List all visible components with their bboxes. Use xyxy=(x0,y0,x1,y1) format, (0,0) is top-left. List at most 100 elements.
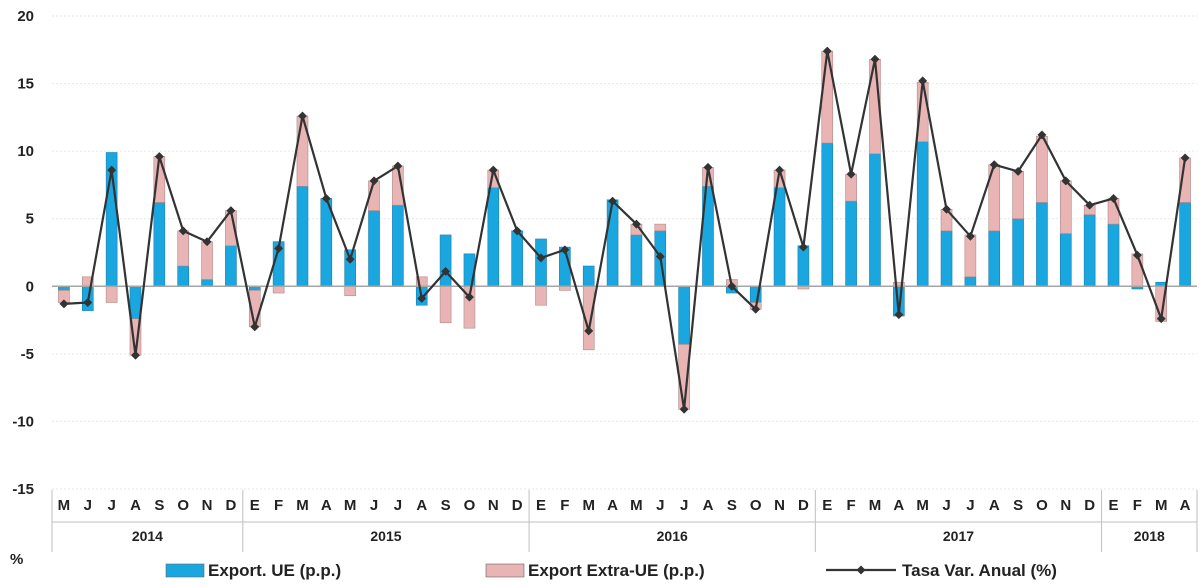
line-point xyxy=(941,204,952,214)
x-tick-label: F xyxy=(847,497,856,514)
x-tick-label: E xyxy=(822,497,832,514)
x-tick-label: A xyxy=(989,497,1000,514)
x-tick-label: O xyxy=(1036,497,1048,514)
line-point xyxy=(751,304,761,314)
line-point xyxy=(536,253,546,263)
line-tasa-var-anual xyxy=(63,49,1187,411)
legend-label: Export. UE (p.p.) xyxy=(208,561,341,580)
y-tick-label: 0 xyxy=(26,278,34,295)
x-tick-label: E xyxy=(536,497,546,514)
bar-export-ue xyxy=(201,279,213,287)
bar-export-ue xyxy=(1012,218,1024,287)
y-axis-ticks: 20 15 10 5 0 -5 -10 -15 xyxy=(12,8,34,498)
line-point xyxy=(1132,250,1142,260)
line-point xyxy=(631,219,641,229)
x-tick-label: F xyxy=(1133,497,1142,514)
bar-export-ue xyxy=(606,199,619,287)
line-point xyxy=(894,310,904,320)
line-point xyxy=(655,252,665,262)
bar-export-ue xyxy=(821,142,834,287)
x-tick-label: J xyxy=(370,497,378,514)
bar-export-ue xyxy=(439,234,452,287)
legend-swatch xyxy=(165,563,205,578)
bar-export-ue xyxy=(177,265,189,287)
y-tick-label: 5 xyxy=(26,211,34,228)
bar-export-ue xyxy=(1083,214,1096,287)
line-point xyxy=(846,169,856,179)
line-point xyxy=(560,245,570,255)
x-tick-label: J xyxy=(656,497,664,514)
bar-export-ue xyxy=(368,210,380,287)
bar-export-ue xyxy=(916,141,929,287)
bar-export-ue xyxy=(797,245,810,287)
line-point xyxy=(1108,193,1119,203)
bar-export-ue xyxy=(1179,202,1191,287)
bar-export-ue xyxy=(1107,223,1120,287)
x-tick-label: N xyxy=(774,497,785,514)
x-tick-label: D xyxy=(225,497,236,514)
bar-export-ue xyxy=(153,202,166,287)
x-tick-label: A xyxy=(130,497,141,514)
y-tick-label: 10 xyxy=(17,143,34,160)
line-point xyxy=(608,196,618,206)
y-tick-label: 15 xyxy=(17,76,34,93)
bar-export-ue xyxy=(845,200,857,287)
x-tick-label: J xyxy=(84,497,92,514)
legend-swatch xyxy=(485,563,525,578)
x-tick-label: A xyxy=(1180,497,1191,514)
x-tick-label: J xyxy=(942,497,950,514)
line-point xyxy=(965,231,975,241)
x-tick-label: S xyxy=(154,497,164,514)
bar-export-ue xyxy=(511,230,523,287)
x-tick-label: S xyxy=(1013,497,1023,514)
line-point xyxy=(59,299,69,309)
line-point xyxy=(679,404,689,414)
x-tick-label: A xyxy=(607,497,618,514)
line-series xyxy=(59,46,1190,414)
line-point xyxy=(274,243,284,253)
y-axis-unit-label: % xyxy=(10,551,23,568)
line-point xyxy=(226,206,236,216)
x-tick-label: M xyxy=(630,497,643,514)
line-point xyxy=(1013,166,1023,176)
line-point xyxy=(727,281,737,291)
gridlines xyxy=(52,15,1197,490)
bar-export-ue xyxy=(1060,233,1072,287)
line-point xyxy=(464,292,475,302)
x-tick-label: S xyxy=(441,497,451,514)
y-tick-label: -15 xyxy=(12,481,34,498)
bar-export-extra-ue xyxy=(1060,180,1072,234)
bar-export-extra-ue xyxy=(964,234,977,278)
line-point xyxy=(1061,176,1071,186)
line-point xyxy=(250,322,260,332)
x-tick-label: M xyxy=(916,497,929,514)
line-point xyxy=(441,266,451,276)
x-tick-label: D xyxy=(512,497,523,514)
line-point xyxy=(369,176,379,186)
x-tick-label: J xyxy=(107,497,115,514)
x-tick-label: N xyxy=(488,497,499,514)
line-point xyxy=(107,165,117,175)
x-tick-label: M xyxy=(296,497,309,514)
x-tick-label: J xyxy=(680,497,688,514)
x-tick-label: S xyxy=(727,497,737,514)
bar-export-ue xyxy=(392,204,404,287)
year-label: 2015 xyxy=(370,528,401,544)
legend-label: Export Extra-UE (p.p.) xyxy=(528,561,705,580)
bar-export-ue xyxy=(773,187,786,287)
y-tick-label: -10 xyxy=(12,413,34,430)
line-point xyxy=(154,151,164,162)
bar-export-ue xyxy=(940,230,953,287)
y-tick-label: 20 xyxy=(17,8,34,25)
x-tick-label: D xyxy=(798,497,809,514)
line-point xyxy=(1180,153,1190,163)
bar-export-extra-ue xyxy=(821,50,834,144)
year-label: 2018 xyxy=(1134,528,1165,544)
x-tick-label: A xyxy=(416,497,427,514)
line-point xyxy=(798,242,808,252)
x-tick-label: M xyxy=(1155,497,1168,514)
line-point xyxy=(584,326,594,336)
bar-export-extra-ue xyxy=(439,285,452,324)
